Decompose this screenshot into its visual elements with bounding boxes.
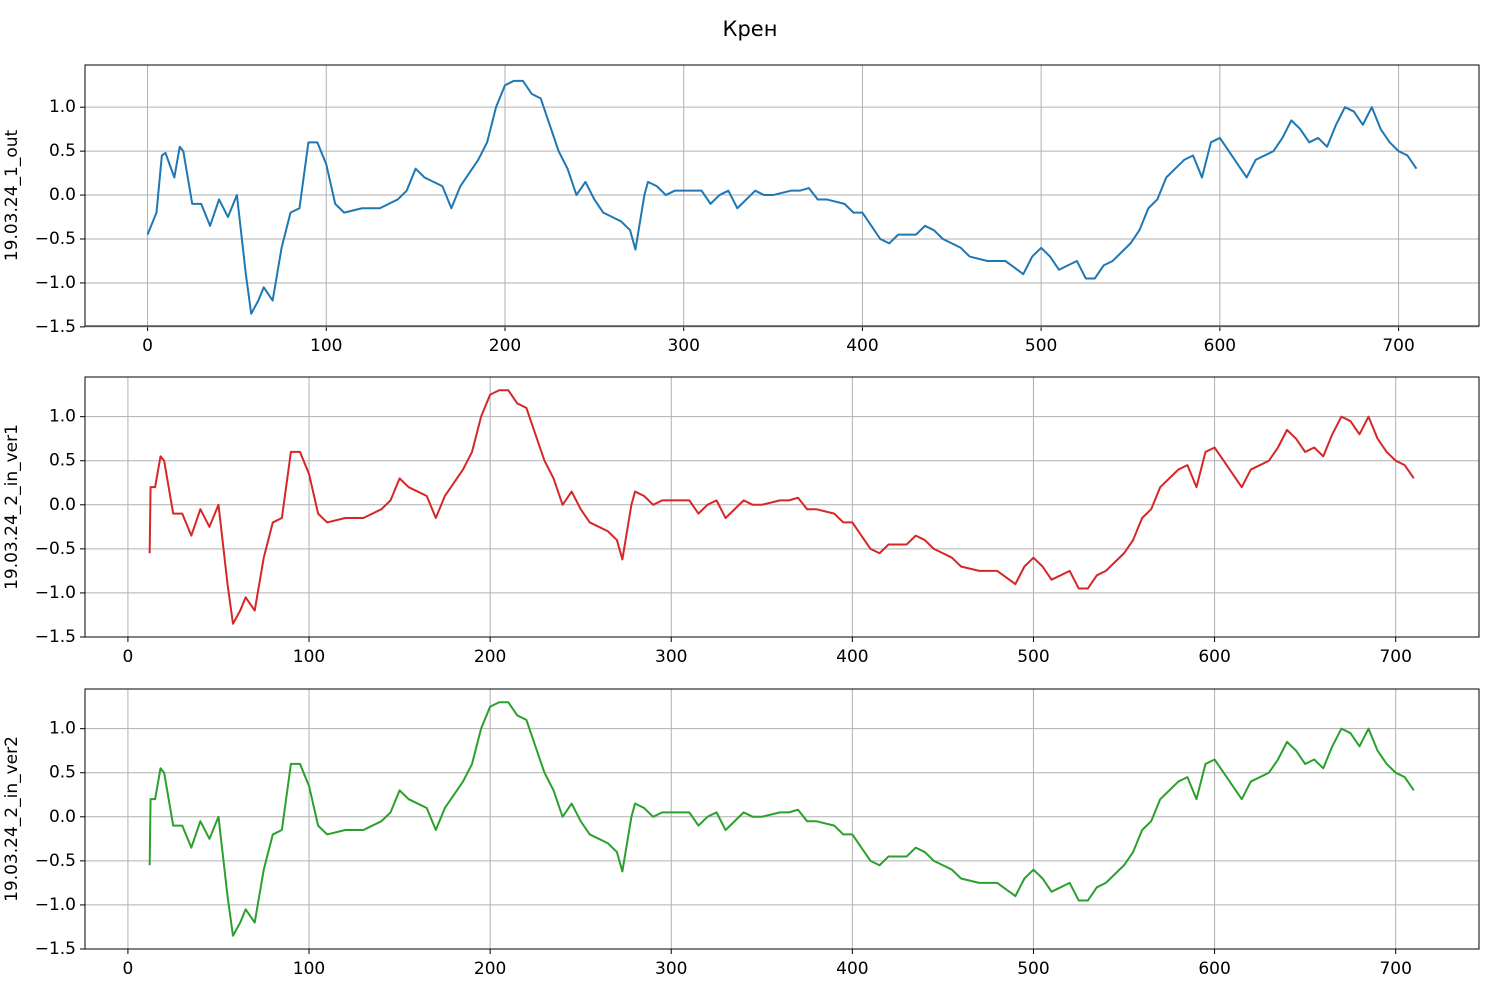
data-line	[146, 79, 1418, 315]
x-tick-label: 600	[1204, 336, 1236, 356]
x-tick-label: 0	[123, 647, 134, 667]
y-tick-label: 1.0	[49, 97, 76, 117]
data-line	[148, 389, 1415, 625]
y-tick-label: −1.5	[35, 939, 76, 959]
y-tick-label: −0.5	[35, 539, 76, 559]
x-tick-label: 100	[293, 647, 325, 667]
x-tick-label: 700	[1379, 959, 1411, 979]
x-tick-label: 0	[142, 336, 153, 356]
x-tick-label: 400	[836, 959, 868, 979]
y-tick-label: −0.5	[35, 851, 76, 871]
y-tick-label: −1.5	[35, 317, 76, 337]
y-tick-label: 0.5	[49, 451, 76, 471]
x-tick-label: 700	[1379, 647, 1411, 667]
y-tick-label: 1.0	[49, 719, 76, 739]
x-tick-label: 600	[1198, 647, 1230, 667]
figure-title: Крен	[723, 17, 778, 41]
y-tick-label: −0.5	[35, 229, 76, 249]
x-tick-label: 200	[474, 959, 506, 979]
data-line	[148, 701, 1415, 937]
y-tick-label: 0.0	[49, 495, 76, 515]
x-tick-label: 0	[123, 959, 134, 979]
x-tick-label: 200	[474, 647, 506, 667]
y-tick-label: 0.5	[49, 763, 76, 783]
x-tick-label: 700	[1382, 336, 1414, 356]
y-tick-label: −1.5	[35, 627, 76, 647]
y-tick-label: 0.5	[49, 141, 76, 161]
x-tick-label: 300	[667, 336, 699, 356]
axes-frame	[84, 376, 1480, 638]
y-tick-label: 1.0	[49, 407, 76, 427]
x-tick-label: 300	[655, 647, 687, 667]
y-tick-label: 0.0	[49, 807, 76, 827]
y-tick-label: −1.0	[35, 895, 76, 915]
x-tick-label: 500	[1017, 647, 1049, 667]
x-tick-label: 300	[655, 959, 687, 979]
x-tick-label: 100	[310, 336, 342, 356]
x-tick-label: 500	[1017, 959, 1049, 979]
y-tick-label: −1.0	[35, 583, 76, 603]
y-tick-label: −1.0	[35, 273, 76, 293]
x-tick-label: 200	[489, 336, 521, 356]
x-tick-label: 600	[1198, 959, 1230, 979]
y-axis-label: 19.03.24_2_in_ver1	[2, 424, 22, 590]
y-axis-label: 19.03.24_2_in_ver2	[2, 736, 22, 902]
x-tick-label: 400	[846, 336, 878, 356]
x-tick-label: 400	[836, 647, 868, 667]
y-tick-label: 0.0	[49, 185, 76, 205]
x-tick-label: 500	[1025, 336, 1057, 356]
axes-frame	[84, 688, 1480, 950]
axes-frame	[84, 64, 1480, 327]
x-tick-label: 100	[293, 959, 325, 979]
y-axis-label: 19.03.24_1_out	[2, 129, 22, 261]
